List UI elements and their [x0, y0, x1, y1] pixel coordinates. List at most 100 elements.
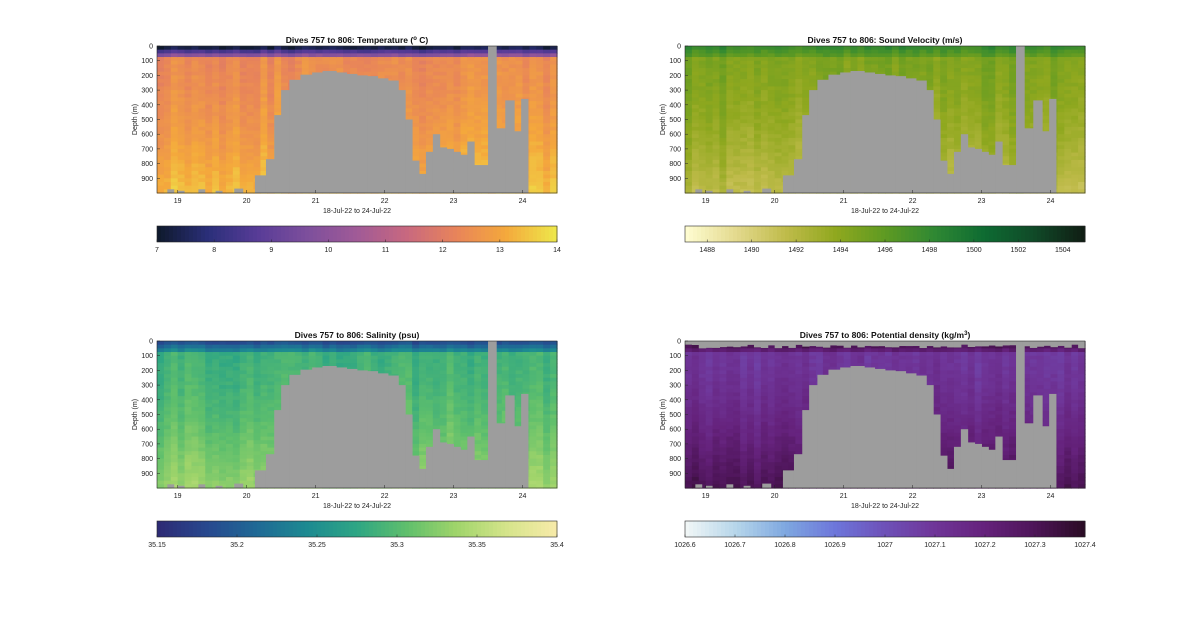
- heatmap-cell: [164, 83, 172, 87]
- heatmap-cell: [371, 72, 379, 76]
- nodata-column: [840, 72, 851, 193]
- heatmap-cell: [954, 61, 962, 65]
- heatmap-cell: [171, 186, 179, 190]
- heatmap-cell: [543, 156, 551, 160]
- heatmap-cell: [212, 105, 220, 109]
- y-tick-label: 300: [141, 88, 153, 95]
- heatmap-cell: [454, 108, 462, 112]
- heatmap-cell: [467, 64, 475, 68]
- heatmap-cell: [1078, 131, 1086, 135]
- heatmap-cell: [240, 134, 248, 138]
- heatmap-cell: [412, 112, 420, 116]
- heatmap-cell: [1064, 175, 1072, 179]
- heatmap-cell: [699, 86, 707, 90]
- x-tick-label: 22: [381, 198, 389, 205]
- colorbar-segment: [1005, 226, 1010, 242]
- heatmap-cell: [281, 72, 289, 76]
- heatmap-cell: [1037, 94, 1045, 98]
- heatmap-cell: [543, 46, 551, 50]
- heatmap-cell: [233, 64, 241, 68]
- heatmap-cell: [947, 68, 955, 72]
- heatmap-cell: [205, 145, 213, 149]
- heatmap-cell: [1078, 123, 1086, 127]
- heatmap-cell: [692, 131, 700, 135]
- heatmap-cell: [692, 97, 700, 101]
- heatmap-cell: [240, 83, 248, 87]
- heatmap-cell: [968, 64, 976, 68]
- heatmap-cell: [398, 64, 406, 68]
- heatmap-cell: [692, 160, 700, 164]
- heatmap-cell: [398, 46, 406, 50]
- heatmap-cell: [692, 83, 700, 87]
- heatmap-cell: [254, 138, 261, 142]
- heatmap-cell: [1064, 94, 1072, 98]
- heatmap-cell: [226, 120, 234, 124]
- heatmap-cell: [699, 64, 707, 68]
- heatmap-cell: [726, 153, 734, 157]
- heatmap-cell: [405, 68, 413, 72]
- heatmap-cell: [164, 182, 172, 186]
- heatmap-cell: [171, 90, 179, 94]
- colorbar-segment: [825, 226, 830, 242]
- heatmap-cell: [1009, 112, 1017, 116]
- heatmap-cell: [747, 182, 755, 186]
- heatmap-cell: [947, 160, 955, 164]
- heatmap-cell: [454, 142, 462, 146]
- heatmap-cell: [726, 83, 734, 87]
- heatmap-cell: [719, 105, 727, 109]
- heatmap-cell: [1078, 108, 1086, 112]
- heatmap-cell: [1078, 75, 1086, 79]
- heatmap-cell: [692, 108, 700, 112]
- heatmap-cell: [226, 112, 234, 116]
- heatmap-cell: [412, 149, 420, 153]
- heatmap-cell: [523, 83, 531, 87]
- heatmap-cell: [460, 94, 468, 98]
- heatmap-cell: [706, 182, 714, 186]
- heatmap-cell: [529, 164, 537, 168]
- heatmap-cell: [212, 134, 220, 138]
- heatmap-cell: [1002, 94, 1010, 98]
- heatmap-cell: [692, 142, 700, 146]
- heatmap-cell: [323, 64, 331, 68]
- heatmap-cell: [240, 97, 248, 101]
- heatmap-cell: [233, 149, 241, 153]
- heatmap-cell: [247, 50, 255, 54]
- heatmap-cell: [954, 112, 962, 116]
- heatmap-cell: [975, 83, 983, 87]
- heatmap-cell: [775, 186, 783, 190]
- heatmap-cell: [178, 120, 186, 124]
- heatmap-cell: [164, 156, 172, 160]
- nodata-notch: [167, 189, 174, 193]
- heatmap-cell: [768, 138, 776, 142]
- heatmap-cell: [419, 79, 427, 83]
- heatmap-cell: [1009, 79, 1017, 83]
- heatmap-cell: [240, 164, 248, 168]
- heatmap-cell: [706, 178, 714, 182]
- heatmap-cell: [782, 142, 790, 146]
- heatmap-cell: [185, 120, 193, 124]
- heatmap-cell: [740, 79, 748, 83]
- heatmap-cell: [968, 108, 976, 112]
- heatmap-cell: [240, 94, 248, 98]
- heatmap-cell: [364, 50, 372, 54]
- heatmap-cell: [830, 57, 838, 61]
- heatmap-cell: [157, 46, 165, 50]
- heatmap-cell: [713, 79, 721, 83]
- heatmap-cell: [947, 72, 955, 76]
- heatmap-cell: [543, 186, 551, 190]
- heatmap-cell: [447, 138, 455, 142]
- heatmap-cell: [481, 134, 489, 138]
- heatmap-cell: [761, 101, 769, 105]
- heatmap-cell: [447, 108, 455, 112]
- heatmap-cell: [761, 53, 769, 57]
- heatmap-cell: [391, 46, 399, 50]
- heatmap-cell: [1078, 105, 1086, 109]
- heatmap-cell: [1064, 142, 1072, 146]
- colorbar-segment: [185, 226, 190, 242]
- heatmap-cell: [988, 112, 996, 116]
- heatmap-cell: [933, 86, 941, 90]
- heatmap-cell: [954, 83, 962, 87]
- heatmap-cell: [460, 105, 468, 109]
- heatmap-cell: [157, 167, 165, 171]
